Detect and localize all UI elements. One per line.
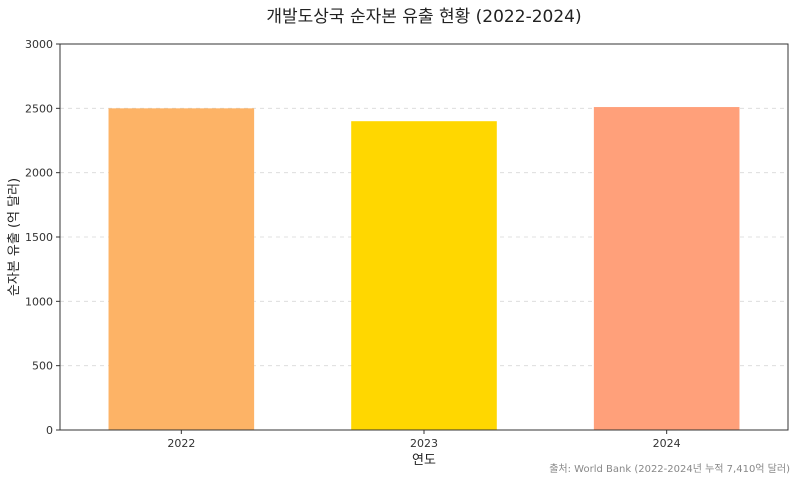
bar-2023: [351, 121, 497, 430]
chart-title: 개발도상국 순자본 유출 현황 (2022-2024): [266, 7, 581, 27]
bars: [108, 107, 740, 431]
y-tick-label: 2000: [25, 167, 53, 180]
y-axis-label: 순자본 유출 (억 달러): [7, 178, 22, 296]
y-tick-label: 1500: [25, 231, 53, 244]
x-tick-label: 2022: [167, 437, 195, 450]
y-tick-label: 0: [46, 424, 53, 437]
y-tick-label: 500: [32, 360, 53, 373]
source-note: 출처: World Bank (2022-2024년 누적 7,410억 달러): [549, 463, 790, 475]
y-tick-label: 3000: [25, 38, 53, 51]
bar-2024: [593, 107, 740, 431]
y-tick-label: 2500: [25, 102, 53, 115]
y-axis-ticks: 0 500 1000 1500 2000 2500 3000: [25, 38, 60, 437]
x-tick-label: 2023: [410, 437, 438, 450]
y-tick-label: 1000: [25, 295, 53, 308]
x-axis-ticks: 2022 2023 2024: [167, 430, 681, 450]
x-axis-label: 연도: [412, 453, 436, 468]
bar-2022: [108, 108, 255, 430]
x-tick-label: 2024: [653, 437, 681, 450]
